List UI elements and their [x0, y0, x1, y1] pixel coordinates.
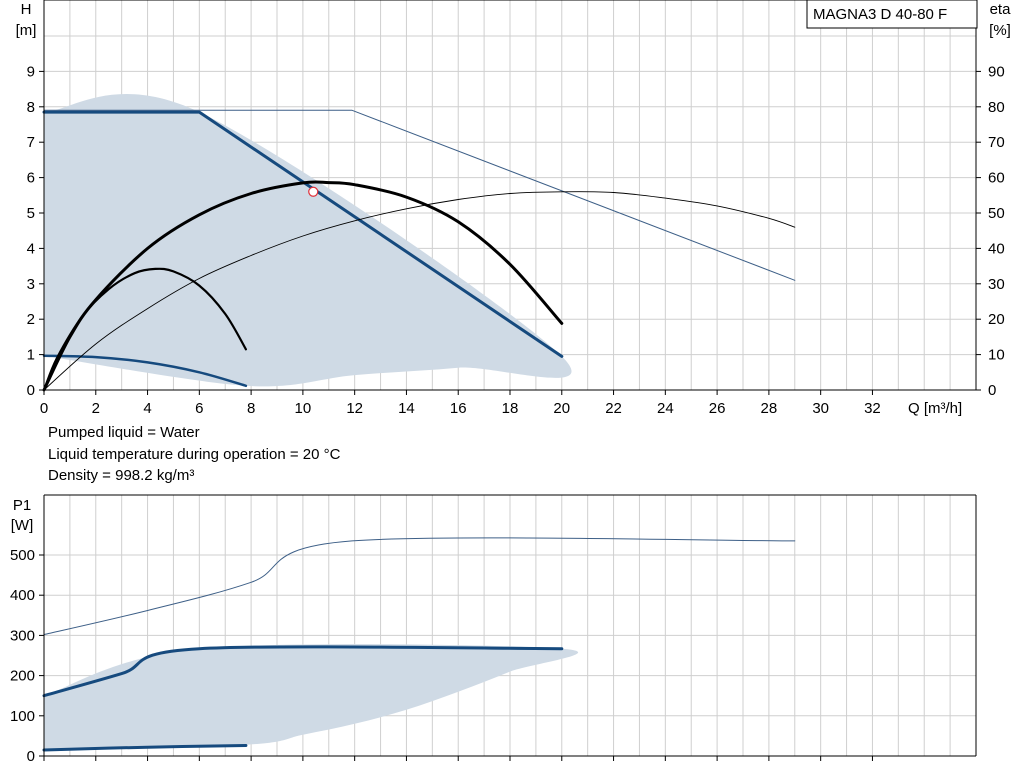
operating-area-fill: [44, 644, 579, 750]
series-power-min: [42, 744, 248, 752]
y-tick-label: 500: [10, 547, 35, 564]
y-tick-label: 2: [27, 311, 35, 328]
series-max-curve-single: [42, 110, 564, 358]
power-chart-axes: [39, 494, 977, 761]
x-tick-label: 0: [40, 400, 48, 417]
y-tick-label: 0: [27, 382, 35, 399]
x-tick-label: 28: [761, 400, 778, 417]
operating-area-fill: [44, 94, 572, 387]
y-tick-label: 100: [10, 708, 35, 725]
head-axis-title: H: [21, 1, 32, 18]
x-tick-label: 6: [195, 400, 203, 417]
eta-axis-unit: [%]: [989, 22, 1011, 39]
y2-tick-label: 20: [988, 311, 1005, 328]
power-tick-labels: 0 100 200 300 400 500: [10, 547, 35, 765]
x-tick-label: 10: [295, 400, 312, 417]
x-tick-label: 16: [450, 400, 467, 417]
series-power-max-twin: [43, 537, 796, 636]
eta-axis-title: eta: [990, 1, 1012, 18]
head-axis-unit: [m]: [16, 22, 37, 39]
x-tick-label: 12: [346, 400, 363, 417]
y2-tick-label: 70: [988, 134, 1005, 151]
x-tick-label: 32: [864, 400, 881, 417]
power-axis-unit: [W]: [11, 517, 34, 534]
model-label: MAGNA3 D 40-80 F: [813, 6, 947, 23]
x-tick-label: 8: [247, 400, 255, 417]
y2-tick-label: 40: [988, 240, 1005, 257]
y-tick-label: 3: [27, 276, 35, 293]
series-power-max-single: [42, 645, 564, 698]
y-tick-label: 9: [27, 63, 35, 80]
y2-tick-label: 10: [988, 347, 1005, 364]
y2-tick-label: 90: [988, 63, 1005, 80]
y2-tick-label: 30: [988, 276, 1005, 293]
x-tick-label: 2: [92, 400, 100, 417]
power-operating-area: [44, 644, 579, 750]
y-tick-label: 300: [10, 627, 35, 644]
head-series-group: [42, 109, 796, 392]
series-efficiency-twin: [43, 191, 796, 391]
x-tick-label: 26: [709, 400, 726, 417]
density-text: Density = 998.2 kg/m³: [48, 467, 195, 484]
y2-tick-label: 50: [988, 205, 1005, 222]
power-chart: 0 100 200 300 400 500 P1 [W]: [10, 494, 977, 765]
x-tick-label: 30: [812, 400, 829, 417]
liquid-temperature-text: Liquid temperature during operation = 20…: [48, 446, 341, 463]
power-series-group: [42, 537, 796, 752]
power-axis-title: P1: [13, 497, 31, 514]
y-tick-label: 7: [27, 134, 35, 151]
y-tick-label: 4: [27, 240, 35, 257]
y-tick-label: 0: [27, 748, 35, 765]
x-tick-label: 24: [657, 400, 674, 417]
head-operating-area: [44, 94, 572, 387]
y-tick-label: 1: [27, 347, 35, 364]
y-tick-label: 8: [27, 99, 35, 116]
model-label-box: MAGNA3 D 40-80 F: [806, 0, 978, 29]
series-min-curve: [42, 354, 248, 388]
series-max-curve-twin: [43, 109, 796, 281]
flow-axis-title: Q [m³/h]: [908, 400, 962, 417]
head-chart-axes: [39, 0, 981, 395]
x-tick-label: 22: [605, 400, 622, 417]
duty-point-marker: [308, 186, 319, 197]
y2-tick-label: 80: [988, 99, 1005, 116]
y-tick-label: 5: [27, 205, 35, 222]
y-tick-label: 400: [10, 587, 35, 604]
x-tick-label: 4: [143, 400, 151, 417]
y2-tick-label: 0: [988, 382, 996, 399]
x-tick-label: 14: [398, 400, 415, 417]
y2-tick-label: 60: [988, 170, 1005, 187]
x-tick-label: 20: [553, 400, 570, 417]
x-tick-label: 18: [502, 400, 519, 417]
y-tick-label: 200: [10, 668, 35, 685]
pumped-liquid-text: Pumped liquid = Water: [48, 424, 200, 441]
y-tick-label: 6: [27, 170, 35, 187]
series-efficiency-large: [42, 180, 564, 392]
